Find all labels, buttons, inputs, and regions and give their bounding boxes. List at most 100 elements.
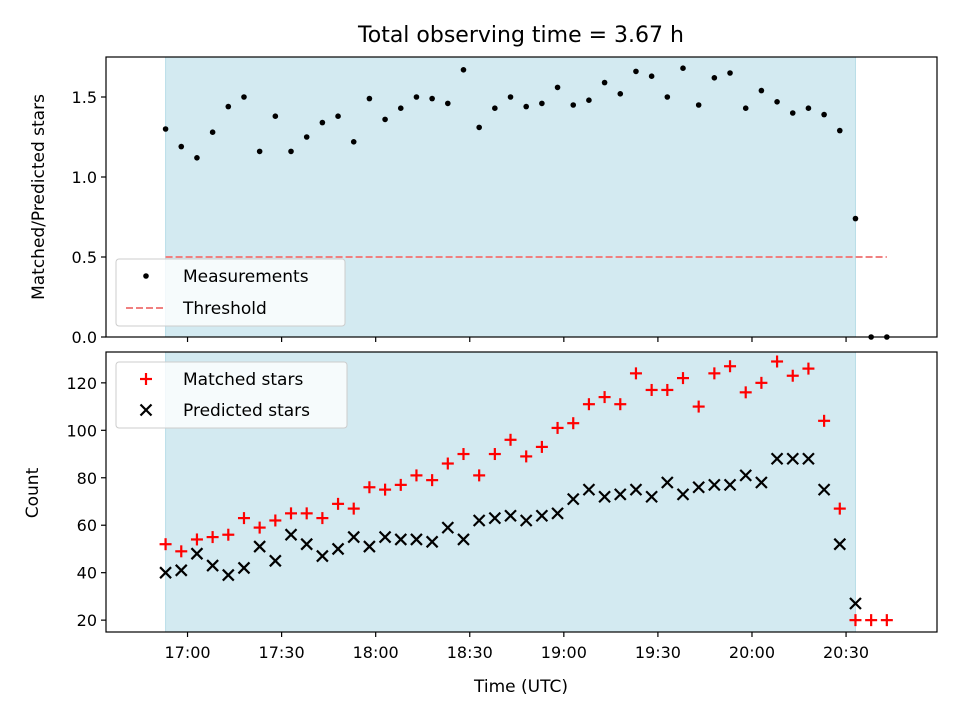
- x-b: [174, 564, 188, 577]
- matched-star-point: [629, 367, 642, 380]
- x-b: [425, 535, 439, 549]
- matched-star-point: [724, 360, 737, 373]
- y-tick-label: 1.5: [72, 88, 97, 107]
- x-b: [457, 533, 470, 546]
- legend-label-matched: Matched stars: [183, 370, 303, 390]
- matched-star-point: [347, 502, 360, 515]
- matched-star-point: [865, 614, 878, 627]
- matched-star-point: [253, 521, 266, 534]
- predicted-star-point: [488, 511, 502, 525]
- bottom-panel: 20 40 60 80 100 120 17:00 17:30 18:00 18:30 19:00 1…: [66, 351, 938, 662]
- legend-marker-measurements: [143, 273, 149, 279]
- y-tick-label: 80: [77, 469, 97, 488]
- matched-star-point: [535, 440, 548, 453]
- x-b: [237, 561, 251, 575]
- x-b: [206, 559, 219, 572]
- legend-label-measurements: Measurements: [183, 267, 309, 287]
- predicted-star-point: [582, 483, 596, 496]
- x-b: [582, 483, 596, 496]
- predicted-star-point: [457, 533, 470, 546]
- measurement-point: [586, 97, 592, 103]
- matched-star-point: [175, 545, 188, 558]
- y-tick-label: 0.5: [72, 248, 97, 267]
- predicted-star-point: [598, 490, 611, 504]
- y-tick-label: 100: [66, 421, 97, 440]
- top-panel: 0.0 0.5 1.0 1.5 Measurements Threshold: [72, 56, 938, 347]
- matched-star-point: [379, 483, 392, 496]
- measurement-point: [413, 94, 420, 100]
- x-b: [284, 528, 298, 541]
- x-b: [139, 403, 153, 417]
- x-b: [661, 476, 674, 489]
- matched-star-point: [614, 398, 627, 411]
- matched-star-point: [676, 372, 689, 385]
- x-b: [817, 483, 831, 496]
- legend-marker-matched: [140, 373, 152, 385]
- matched-star-point: [363, 481, 376, 494]
- plot-frame: [105, 56, 938, 338]
- measurement-point: [492, 105, 498, 111]
- matched-star-point: [504, 433, 517, 446]
- measurement-point: [727, 70, 733, 76]
- measurement-point: [382, 116, 388, 123]
- x-tick-label: 18:00: [353, 643, 399, 662]
- measurement-point: [821, 111, 827, 118]
- measurement-point: [350, 139, 357, 145]
- predicted-star-point: [739, 469, 752, 482]
- measurement-point: [476, 124, 482, 131]
- matched-star-point: [645, 383, 658, 396]
- matched-star-point: [410, 469, 423, 482]
- matched-star-point: [582, 398, 595, 411]
- predicted-star-point: [206, 559, 219, 572]
- matched-star-point: [755, 376, 768, 389]
- measurement-point: [570, 102, 577, 108]
- matched-star-point: [739, 386, 752, 399]
- matched-star-point: [237, 512, 250, 525]
- predicted-star-point: [535, 509, 549, 523]
- predicted-star-point: [519, 514, 533, 527]
- x-tick-label: 17:30: [259, 643, 305, 662]
- legend-marker-predicted: [139, 403, 153, 417]
- measurement-point: [303, 134, 310, 140]
- x-b: [222, 568, 235, 582]
- x-b: [441, 521, 455, 534]
- x-tick-label: 20:30: [823, 643, 869, 662]
- measurement-point: [648, 73, 655, 79]
- predicted-star-point: [410, 533, 423, 546]
- matched-star-point: [771, 355, 784, 368]
- predicted-star-point: [269, 554, 282, 568]
- y-tick-label: 0.0: [72, 328, 97, 347]
- x-b: [504, 509, 517, 523]
- bottom-y-axis-label: Count: [23, 467, 43, 518]
- y-tick-label: 40: [77, 564, 97, 583]
- predicted-star-point: [316, 549, 329, 563]
- predicted-star-point: [394, 533, 408, 546]
- x-b: [159, 566, 172, 579]
- y-tick-label: 60: [77, 516, 97, 535]
- predicted-star-point: [300, 537, 313, 551]
- matched-star-point: [426, 474, 439, 487]
- measurement-point: [617, 91, 624, 97]
- x-b: [347, 530, 361, 544]
- bottom-legend: Matched stars Predicted stars: [115, 361, 348, 429]
- predicted-star-point: [222, 568, 235, 582]
- measurement-point: [445, 100, 451, 107]
- predicted-star-point: [802, 452, 815, 466]
- matched-star-point: [692, 400, 705, 413]
- y-tick-label: 20: [77, 611, 97, 630]
- matched-star-point: [332, 497, 345, 510]
- x-b: [394, 533, 408, 546]
- measurement-point: [805, 105, 812, 111]
- predicted-star-point: [441, 521, 455, 534]
- predicted-star-point: [253, 540, 266, 553]
- matched-star-point: [285, 507, 298, 520]
- matched-star-point: [849, 614, 862, 627]
- matched-star-point: [222, 528, 235, 541]
- predicted-star-point: [817, 483, 831, 496]
- x-b: [269, 554, 282, 568]
- predicted-star-point: [472, 514, 486, 527]
- x-b: [708, 478, 721, 492]
- x-b: [253, 540, 266, 553]
- matched-star-point: [488, 448, 501, 461]
